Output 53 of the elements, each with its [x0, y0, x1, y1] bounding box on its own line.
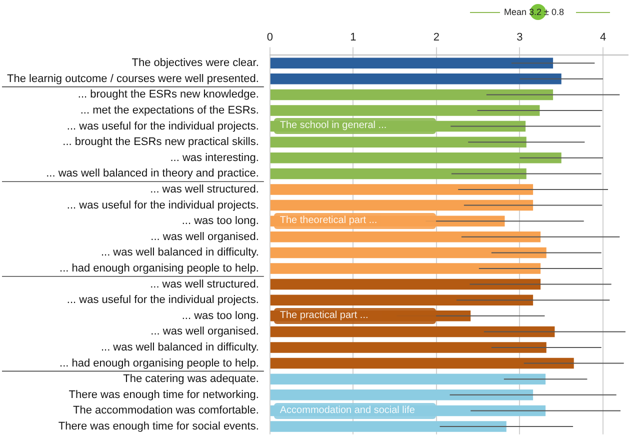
y-tick-label: ... was useful for the individual projects.: [66, 294, 259, 306]
callout-box: The practical part ...: [274, 308, 436, 324]
bar: [270, 232, 541, 242]
y-tick-label: ... was too long.: [182, 310, 259, 322]
x-tick-label: 4: [600, 32, 606, 44]
bar: [270, 89, 554, 100]
y-tick-label: ... was useful for the individual projects.: [66, 199, 259, 212]
y-tick-label: ... was well balanced in theory and practice.: [46, 168, 259, 180]
y-tick-label: ... was interesting.: [170, 152, 259, 164]
y-tick-label: ... met the expectations of the ESRs.: [80, 104, 259, 117]
y-tick-label: ... was too long.: [182, 215, 259, 228]
bar: [270, 358, 574, 369]
bar: [270, 136, 526, 148]
bar: [270, 294, 534, 306]
y-tick-label: ... was useful for the individual projects.: [66, 120, 259, 132]
x-tick-label: 1: [350, 32, 356, 44]
y-tick-label: The objectives were clear.: [132, 57, 259, 70]
y-tick-label: ... was well structured.: [150, 184, 259, 196]
callout-box: The school in general ...: [274, 118, 436, 134]
x-tick-label: 2: [433, 32, 440, 44]
y-tick-label: ... had enough organising people to help.: [60, 357, 259, 370]
bar: [270, 326, 555, 338]
y-tick-label: There was enough time for social events.: [58, 420, 259, 433]
bar: [270, 263, 541, 274]
callout-box: Accommodation and social life: [274, 402, 436, 419]
bar: [270, 247, 546, 258]
y-tick-label: ... brought the ESRs new knowledge.: [78, 88, 259, 101]
y-tick-label: There was enough time for networking.: [68, 388, 259, 401]
y-tick-label: ... had enough organising people to help.: [60, 262, 259, 275]
bar: [270, 105, 540, 116]
bar: [270, 74, 562, 84]
y-tick-label: ... was well organised.: [150, 326, 259, 338]
bar: [270, 184, 534, 195]
bar: [270, 278, 541, 290]
bar: [270, 152, 562, 164]
bar: [270, 58, 554, 68]
bar: [270, 168, 526, 180]
y-tick-label: The catering was adequate.: [123, 373, 259, 386]
y-tick-label: ... was well balanced in difficulty.: [100, 246, 259, 259]
x-tick-label: 0: [266, 32, 273, 44]
bar: [270, 421, 506, 432]
callout-box: The theoretical part ...: [274, 213, 436, 230]
y-tick-label: ... was well structured.: [150, 278, 259, 290]
x-tick-label: 3: [516, 32, 523, 44]
y-tick-label: The learnig outcome / courses were well presented.: [7, 72, 259, 85]
bar: [270, 342, 546, 353]
bar: [270, 200, 534, 211]
y-tick-label: ... brought the ESRs new practical skills.: [62, 136, 259, 148]
bar: [270, 374, 546, 384]
y-tick-label: The accommodation was comfortable.: [73, 404, 259, 417]
y-tick-label: ... was well organised.: [150, 230, 259, 243]
y-tick-label: ... was well balanced in difficulty.: [100, 342, 259, 354]
bar: [270, 390, 534, 400]
